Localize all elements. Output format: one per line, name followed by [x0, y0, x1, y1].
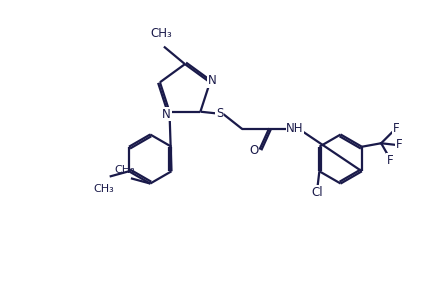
Text: F: F [387, 154, 393, 166]
Text: CH₃: CH₃ [114, 165, 136, 175]
Text: Cl: Cl [312, 186, 323, 199]
Text: F: F [392, 122, 399, 135]
Text: NH: NH [286, 122, 304, 135]
Text: O: O [249, 144, 258, 157]
Text: F: F [396, 138, 403, 152]
Text: CH₃: CH₃ [150, 27, 172, 40]
Text: N: N [162, 108, 171, 121]
Text: CH₃: CH₃ [93, 184, 114, 194]
Text: S: S [216, 107, 224, 120]
Text: N: N [208, 74, 217, 87]
